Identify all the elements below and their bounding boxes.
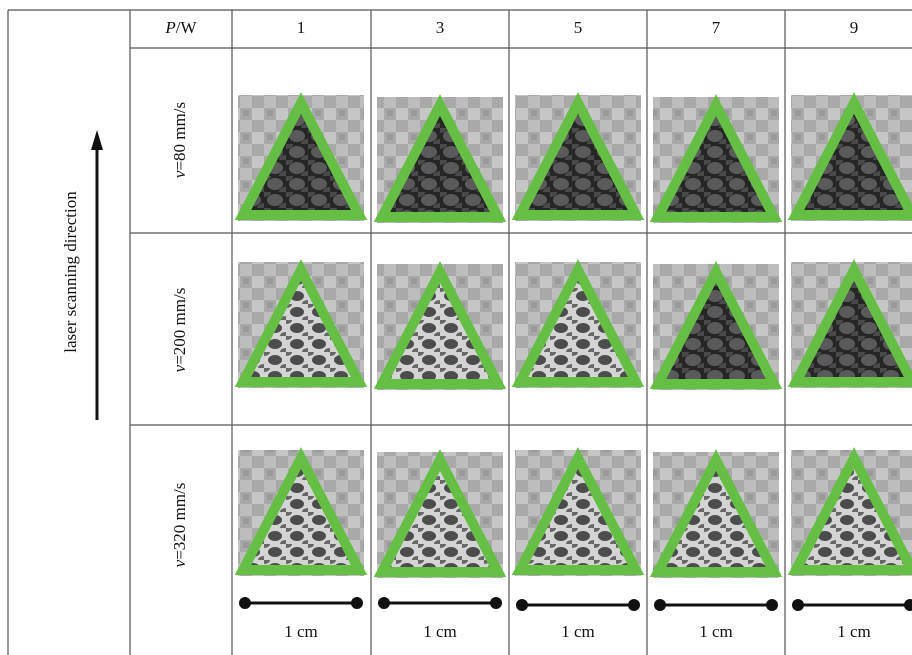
row-label: v=320 mm/s: [170, 483, 189, 568]
row-label: v=200 mm/s: [170, 288, 189, 373]
figure: laser scanning direction P/W 1 3 5 7 9 v=80 m…: [0, 0, 912, 655]
scale-end: [766, 599, 778, 611]
scale-end: [628, 599, 640, 611]
column-header: 7: [712, 18, 721, 37]
column-header: 9: [850, 18, 859, 37]
row-label: v=80 mm/s: [170, 102, 189, 178]
scale-end: [351, 597, 363, 609]
side-label: laser scanning direction: [61, 191, 80, 353]
scale-end: [516, 599, 528, 611]
speed-value: =80 mm/s: [170, 102, 189, 171]
speed-value: =320 mm/s: [170, 483, 189, 560]
scale-end: [239, 597, 251, 609]
scale-end: [792, 599, 804, 611]
scale-label: 1 cm: [837, 622, 871, 641]
scale-label: 1 cm: [284, 622, 318, 641]
scale-end: [490, 597, 502, 609]
scale-end: [904, 599, 912, 611]
speed-value: =200 mm/s: [170, 288, 189, 365]
scale-end: [378, 597, 390, 609]
power-header: P/W: [164, 18, 197, 37]
column-header: 5: [574, 18, 583, 37]
scale-end: [654, 599, 666, 611]
scale-label: 1 cm: [561, 622, 595, 641]
arrow-head: [91, 130, 103, 150]
scale-label: 1 cm: [699, 622, 733, 641]
column-header: 3: [436, 18, 445, 37]
scale-label: 1 cm: [423, 622, 457, 641]
column-header: 1: [297, 18, 306, 37]
power-unit: /W: [176, 18, 198, 37]
power-symbol: P: [164, 18, 175, 37]
